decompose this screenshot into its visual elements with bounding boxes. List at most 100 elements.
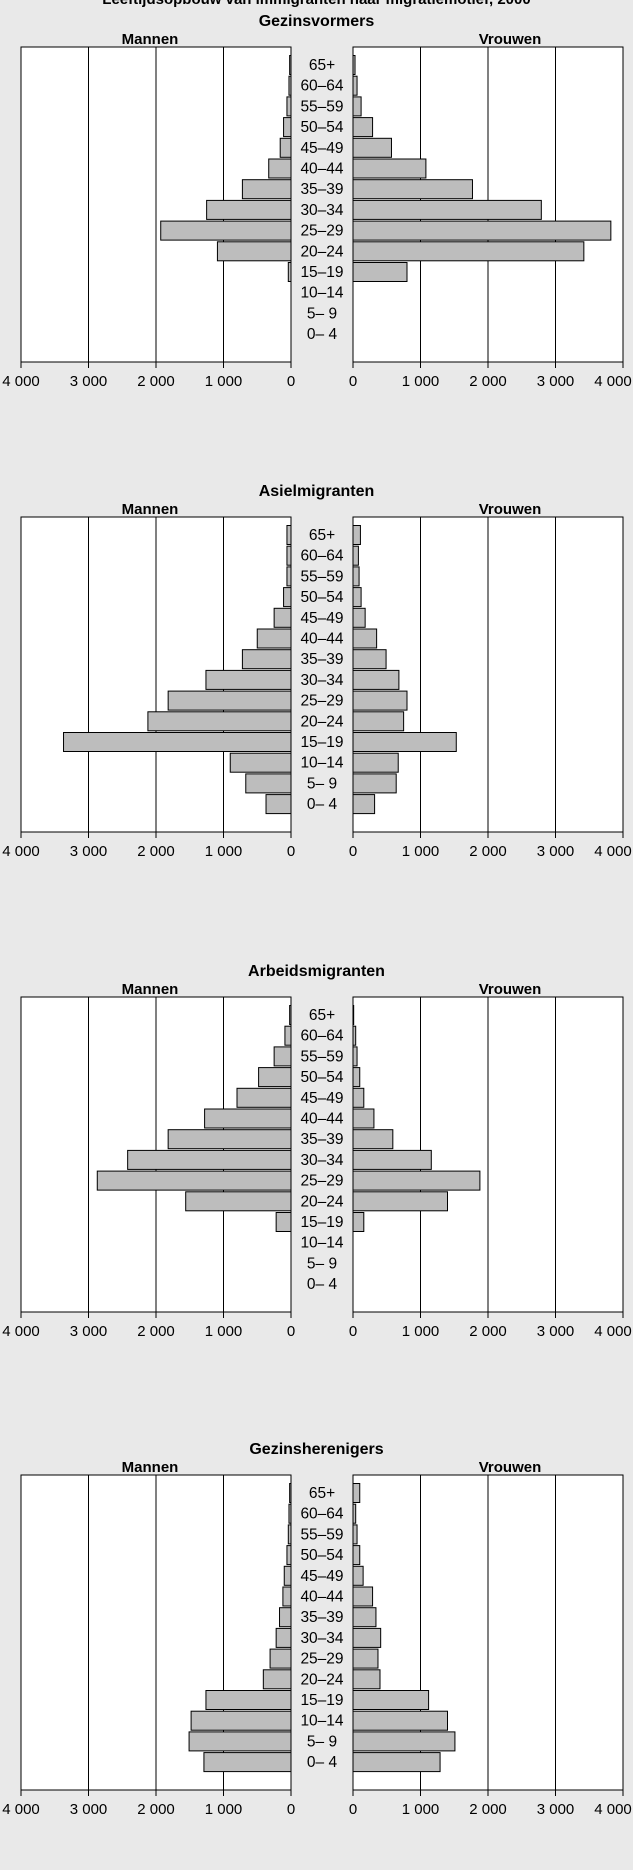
age-group-label: 0– 4 xyxy=(307,1754,338,1771)
bar-mannen xyxy=(289,1005,292,1025)
bar-mannen xyxy=(185,1191,292,1212)
bar-mannen xyxy=(147,711,292,732)
bar-vrouwen xyxy=(352,1483,361,1503)
bar-mannen xyxy=(256,628,292,649)
x-tick-label: 0 xyxy=(287,1801,295,1818)
age-group-label: 65+ xyxy=(309,57,335,74)
bar-vrouwen xyxy=(352,525,361,545)
bar-vrouwen xyxy=(352,545,359,566)
x-tick-label: 1 000 xyxy=(205,373,243,390)
age-group-label: 65+ xyxy=(309,1485,335,1502)
x-tick-label: 1 000 xyxy=(402,1801,440,1818)
bar-mannen xyxy=(245,773,292,794)
x-tick-label: 2 000 xyxy=(469,843,507,860)
bar-mannen xyxy=(283,587,292,608)
age-group-label: 30–34 xyxy=(300,672,343,689)
bar-vrouwen xyxy=(352,179,473,200)
right-panel-label: Vrouwen xyxy=(479,981,542,998)
x-tick-label: 0 xyxy=(349,1801,357,1818)
bar-vrouwen xyxy=(352,1565,364,1586)
bar-vrouwen xyxy=(352,137,392,158)
bar-vrouwen xyxy=(352,158,427,179)
bar-mannen xyxy=(241,649,292,670)
x-tick-label: 0 xyxy=(287,1323,295,1340)
bar-mannen xyxy=(258,1067,292,1088)
bar-vrouwen xyxy=(352,96,362,117)
age-group-label: 0– 4 xyxy=(307,326,338,343)
bar-vrouwen xyxy=(352,1545,361,1566)
bar-vrouwen xyxy=(352,199,542,220)
bar-vrouwen xyxy=(352,1129,394,1150)
age-group-label: 55–59 xyxy=(300,98,343,115)
age-group-label: 10–14 xyxy=(300,1235,343,1252)
age-group-label: 60–64 xyxy=(300,1506,343,1523)
bar-mannen xyxy=(265,794,292,815)
age-group-label: 40–44 xyxy=(300,161,343,178)
age-group-label: 5– 9 xyxy=(307,305,337,322)
x-tick-label: 4 000 xyxy=(2,1801,40,1818)
bar-vrouwen xyxy=(352,262,408,282)
bar-vrouwen xyxy=(352,1648,379,1669)
age-group-label: 65+ xyxy=(309,1007,335,1024)
age-group-label: 25–29 xyxy=(300,1173,343,1190)
bar-vrouwen xyxy=(352,1607,377,1628)
x-tick-label: 3 000 xyxy=(70,843,108,860)
age-group-label: 5– 9 xyxy=(307,1733,337,1750)
x-tick-label: 2 000 xyxy=(137,843,175,860)
bar-vrouwen xyxy=(352,649,387,670)
bar-mannen xyxy=(205,1690,292,1710)
bar-mannen xyxy=(229,752,292,773)
age-group-label: 60–64 xyxy=(300,548,343,565)
bar-mannen xyxy=(206,199,292,220)
bar-mannen xyxy=(96,1170,292,1191)
bar-vrouwen xyxy=(352,1690,430,1710)
right-panel-label: Vrouwen xyxy=(479,1459,542,1476)
x-tick-label: 4 000 xyxy=(594,373,632,390)
bar-mannen xyxy=(287,1524,292,1545)
bar-mannen xyxy=(289,1483,292,1503)
age-group-label: 55–59 xyxy=(300,1526,343,1543)
bar-mannen xyxy=(127,1149,292,1170)
left-panel-label: Mannen xyxy=(122,31,179,48)
x-tick-label: 2 000 xyxy=(137,1801,175,1818)
age-group-label: 25–29 xyxy=(300,693,343,710)
x-tick-label: 4 000 xyxy=(2,1323,40,1340)
bar-vrouwen xyxy=(352,241,585,262)
bar-vrouwen xyxy=(352,75,358,96)
age-group-label: 45–49 xyxy=(300,1568,343,1585)
bar-mannen xyxy=(275,1627,292,1648)
age-group-label: 20–24 xyxy=(300,1193,343,1210)
age-group-label: 20–24 xyxy=(300,1671,343,1688)
bar-vrouwen xyxy=(352,794,376,815)
bar-mannen xyxy=(283,117,292,138)
x-tick-label: 0 xyxy=(287,843,295,860)
x-tick-label: 0 xyxy=(349,1323,357,1340)
age-group-label: 40–44 xyxy=(300,631,343,648)
age-group-label: 0– 4 xyxy=(307,1276,338,1293)
bar-vrouwen xyxy=(352,1503,357,1524)
age-group-label: 50–54 xyxy=(300,119,343,136)
bar-mannen xyxy=(160,220,292,241)
x-tick-label: 4 000 xyxy=(594,1323,632,1340)
x-tick-label: 2 000 xyxy=(469,1323,507,1340)
bar-mannen xyxy=(63,732,292,752)
bar-vrouwen xyxy=(352,669,400,690)
pyramid-chart: Gezinsvormers Mannen Vrouwen 65+ 60–64 55–59 5… xyxy=(2,13,632,390)
bar-mannen xyxy=(204,1108,292,1129)
x-tick-label: 1 000 xyxy=(205,1801,243,1818)
bar-vrouwen xyxy=(352,1005,355,1025)
bar-vrouwen xyxy=(352,1586,374,1607)
bar-mannen xyxy=(282,1586,292,1607)
bar-vrouwen xyxy=(352,607,366,628)
bar-vrouwen xyxy=(352,711,405,732)
age-group-label: 40–44 xyxy=(300,1589,343,1606)
age-group-label: 60–64 xyxy=(300,78,343,95)
pyramid-chart: Arbeidsmigranten Mannen Vrouwen 65+ 60–64 55–… xyxy=(2,963,632,1340)
x-tick-label: 3 000 xyxy=(70,1323,108,1340)
age-group-label: 30–34 xyxy=(300,1152,343,1169)
left-panel-label: Mannen xyxy=(122,501,179,518)
bar-vrouwen xyxy=(352,1669,381,1690)
bar-mannen xyxy=(286,566,292,587)
age-group-label: 10–14 xyxy=(300,285,343,302)
bar-vrouwen xyxy=(352,628,378,649)
